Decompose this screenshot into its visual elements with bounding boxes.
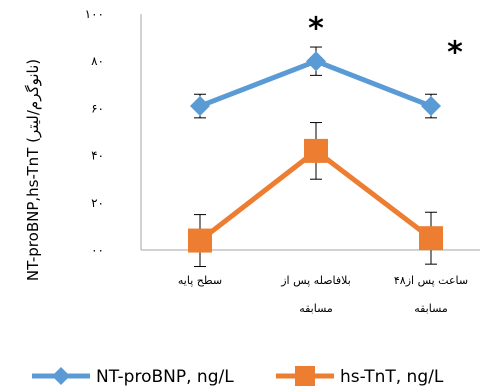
data-point-square <box>188 228 212 253</box>
legend-square-icon <box>295 366 315 386</box>
x-category-labels: سطح پایه بلافاصله پس از مسابقه ۴۸ساعت پس از… <box>178 274 468 315</box>
series-2 <box>188 122 443 268</box>
legend-item-2: hs-TnT, ng/L <box>276 366 444 387</box>
legend-label: hs-TnT, ng/L <box>340 367 444 387</box>
data-point-square <box>419 226 443 251</box>
series-group <box>188 46 443 268</box>
series-1 <box>190 46 441 119</box>
data-point-diamond <box>306 51 326 72</box>
chart-axes <box>140 14 480 251</box>
y-axis-label: NT-proBNP,hs-TnT (نانوگرم/لیتر) <box>24 59 42 281</box>
legend-item-1: NT-proBNP, ng/L <box>32 367 234 387</box>
legend: NT-proBNP, ng/L hs-TnT, ng/L <box>32 366 444 387</box>
y-tick-label: ۶۰ <box>91 101 104 115</box>
x-category-label: ۴۸ساعت پس از <box>394 274 468 287</box>
data-point-diamond <box>190 96 210 117</box>
significance-asterisk: * <box>447 35 463 70</box>
significance-asterisk: * <box>308 12 324 47</box>
x-category-label: بلافاصله پس از <box>280 274 351 287</box>
legend-label: NT-proBNP, ng/L <box>96 367 234 387</box>
data-point-diamond <box>421 96 441 117</box>
data-point-square <box>304 138 328 163</box>
x-category-label: مسابقه <box>414 302 448 315</box>
y-tick-label: ۱۰۰ <box>85 7 104 21</box>
y-tick-label: ۲۰ <box>91 196 104 210</box>
annotations: ** <box>308 12 463 71</box>
y-tick-label: ۰۰ <box>91 243 104 257</box>
x-category-label: سطح پایه <box>178 274 222 287</box>
y-tick-labels: ۰۰ ۲۰ ۴۰ ۶۰ ۸۰ ۱۰۰ <box>85 7 104 257</box>
y-tick-label: ۸۰ <box>91 54 104 68</box>
y-tick-label: ۴۰ <box>91 149 104 163</box>
x-category-label: مسابقه <box>299 302 333 315</box>
legend-diamond-icon <box>52 367 70 385</box>
